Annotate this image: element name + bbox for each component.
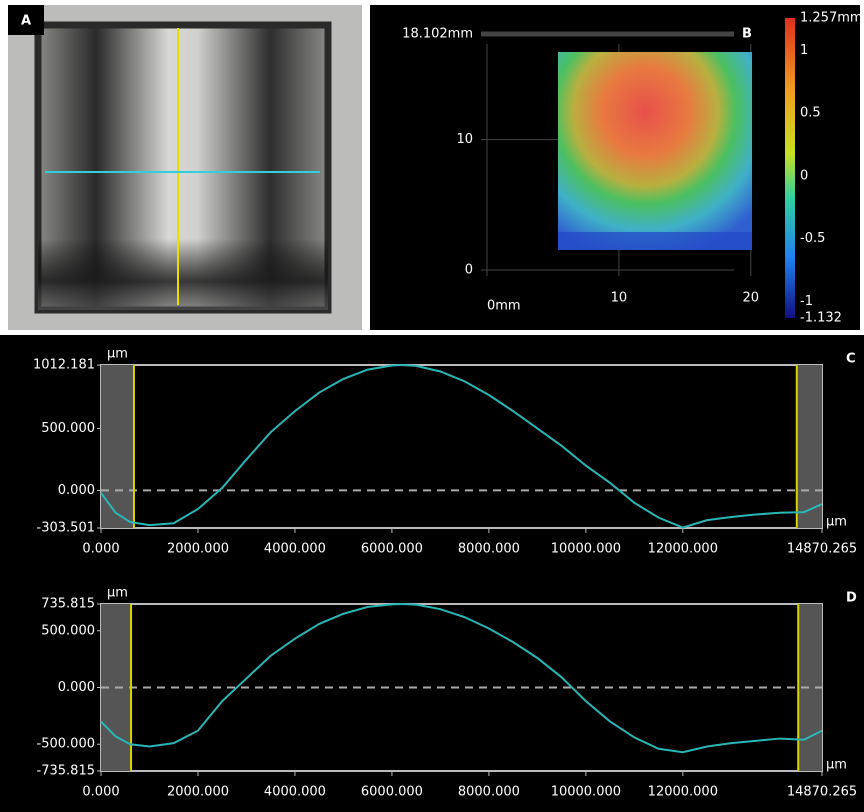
y-axis-label: µm <box>107 586 128 601</box>
colorbar-label: 1.257mm <box>800 11 863 26</box>
colorbar-label: 1 <box>800 43 808 58</box>
colorbar-label: -1 <box>800 294 813 309</box>
y-tick-label: -500.000 <box>37 737 95 752</box>
y-tick-label: -303.501 <box>37 521 95 536</box>
plot-frame <box>100 364 823 529</box>
x-tick-label: 10 <box>611 291 628 306</box>
height-map-edge <box>558 232 752 250</box>
colorbar-label: 0.5 <box>800 106 821 121</box>
x-tick-label: 12000.000 <box>648 785 718 800</box>
x-axis-label: µm <box>826 758 847 773</box>
x-tick-label: 0mm <box>487 299 521 314</box>
x-tick-label: 14870.265 <box>787 785 857 800</box>
excluded-region <box>101 365 134 528</box>
x-axis-label: µm <box>826 515 847 530</box>
plot-frame <box>100 603 823 772</box>
x-tick-label: 8000.000 <box>458 785 520 800</box>
colorbar <box>785 18 795 318</box>
x-tick-label: 2000.000 <box>167 542 229 557</box>
panel-label: A <box>21 14 31 29</box>
profile-line <box>100 602 823 754</box>
profile-line <box>100 363 823 529</box>
x-tick-label: 14870.265 <box>787 542 857 557</box>
x-tick-label: 20 <box>743 291 760 306</box>
printed-shadow <box>38 25 328 310</box>
height-map <box>558 52 752 250</box>
y-axis-label: µm <box>107 347 128 362</box>
panel-a: A <box>8 5 362 330</box>
x-tick-label: 10000.000 <box>551 785 621 800</box>
panel-label: C <box>846 352 856 367</box>
colorbar-label: -0.5 <box>800 231 825 246</box>
colorbar-label: 0 <box>800 168 808 183</box>
y-tick-label: 18.102mm <box>402 27 473 42</box>
y-tick-label: 500.000 <box>41 421 95 436</box>
panel-label: D <box>846 591 857 606</box>
x-tick-label: 12000.000 <box>648 542 718 557</box>
label-box <box>8 5 44 35</box>
x-tick-label: 10000.000 <box>551 542 621 557</box>
panel-label: B <box>742 27 752 42</box>
x-tick-label: 4000.000 <box>264 785 326 800</box>
x-tick-label: 0.000 <box>82 542 119 557</box>
y-tick-label: 1012.181 <box>33 358 95 373</box>
x-tick-label: 6000.000 <box>361 785 423 800</box>
excluded-region <box>798 604 822 771</box>
colorbar-label: -1.132 <box>800 311 842 326</box>
x-tick-label: 4000.000 <box>264 542 326 557</box>
y-tick-label: -735.815 <box>37 764 95 779</box>
x-tick-label: 6000.000 <box>361 542 423 557</box>
y-tick-label: 500.000 <box>41 623 95 638</box>
x-tick-label: 2000.000 <box>167 785 229 800</box>
y-tick-label: 0.000 <box>58 680 95 695</box>
x-tick-label: 0.000 <box>82 785 119 800</box>
y-tick-label: 735.815 <box>41 597 95 612</box>
excluded-region <box>796 365 822 528</box>
x-tick-label: 8000.000 <box>458 542 520 557</box>
y-tick-label: 10 <box>456 132 473 147</box>
y-tick-label: 0 <box>465 263 473 278</box>
y-tick-label: 0.000 <box>58 483 95 498</box>
